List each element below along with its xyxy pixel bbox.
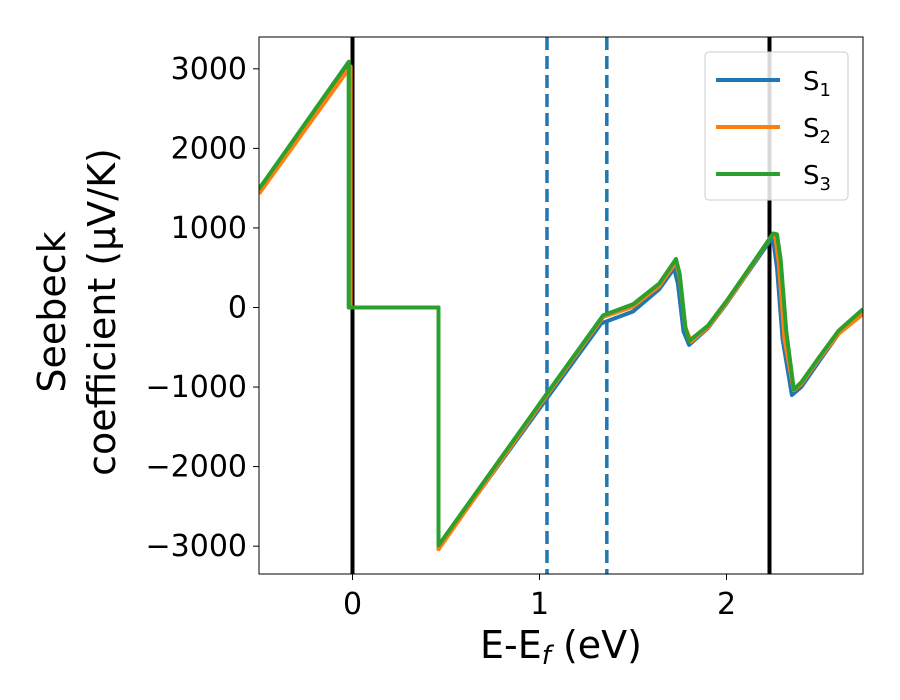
y-tick-label-2: 1000 [171, 211, 247, 246]
ticks-layer: 0 1 2 3000 2000 1000 0 −1000 −2000 −3000 [146, 52, 737, 622]
y-tick-label-6: −3000 [146, 529, 247, 564]
y-tick-label-3: 0 [228, 290, 247, 325]
legend-label-2: S2 [803, 114, 831, 148]
x-axis-label: E-Ef (eV) [480, 623, 642, 671]
y-tick-label-1: 2000 [171, 131, 247, 166]
y-tick-label-5: −2000 [146, 450, 247, 485]
y-axis-label-line1: Seebeck [30, 231, 74, 392]
y-tick-label-4: −1000 [146, 370, 247, 405]
legend-label-3: S3 [803, 161, 831, 195]
legend-label-1: S1 [803, 67, 831, 101]
legend: S1 S2 S3 [704, 51, 849, 201]
y-axis-label-line2: coefficient (μV/K) [80, 148, 124, 476]
y-tick-label-0: 3000 [171, 52, 247, 87]
x-tick-label-0: 0 [343, 587, 362, 622]
series-layer [259, 59, 863, 552]
x-tick-label-1: 1 [530, 587, 549, 622]
x-tick-label-2: 2 [717, 587, 736, 622]
series-line-3 [259, 59, 863, 548]
y-axis-label: Seebeck coefficient (μV/K) [30, 148, 124, 476]
plot-frame [258, 36, 864, 575]
